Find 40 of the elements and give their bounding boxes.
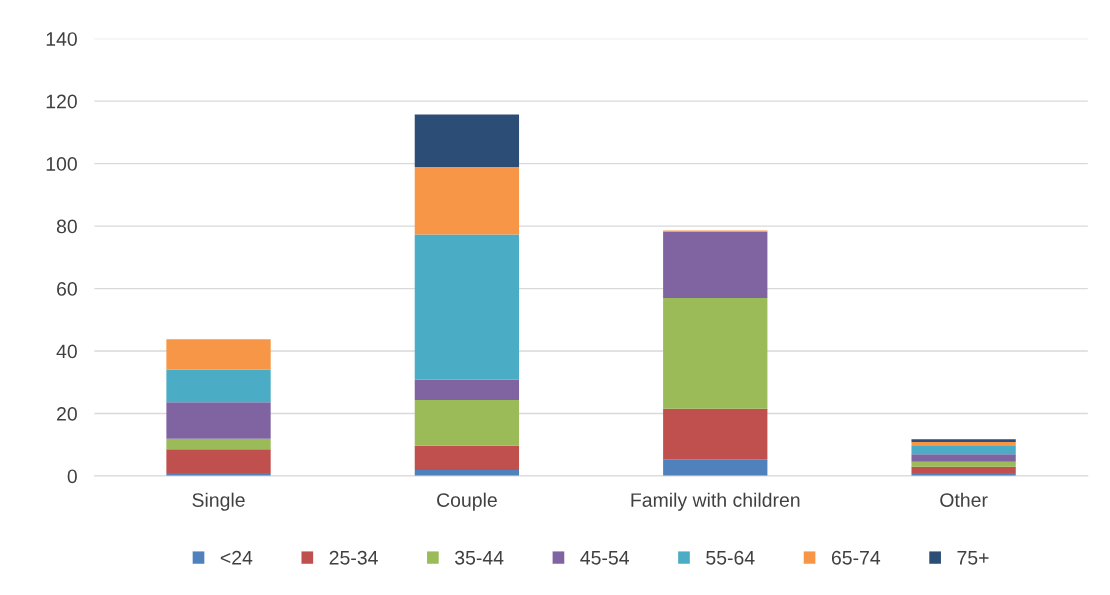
bar [414, 400, 520, 446]
bar [911, 446, 1016, 455]
bar [414, 234, 520, 380]
bar [911, 454, 1016, 462]
y-tick-label: 40 [56, 344, 77, 359]
y-tick-label: 80 [56, 219, 77, 234]
legend-label: 45-54 [580, 551, 629, 565]
bar [911, 439, 1016, 442]
x-tick-label: Family with children [631, 492, 800, 511]
y-tick-label: 140 [46, 32, 77, 46]
bar [663, 459, 768, 476]
x-tick-label: Other [940, 492, 988, 507]
y-tick-label: 120 [46, 94, 77, 109]
bar [414, 114, 520, 168]
legend-label: <24 [220, 550, 253, 565]
legend-label: 75+ [957, 551, 989, 565]
y-tick-label: 0 [67, 469, 77, 484]
bar [166, 369, 271, 403]
legend-label: 35-44 [455, 550, 504, 565]
y-tick-label: 100 [46, 157, 77, 171]
legend-label: 55-64 [706, 550, 755, 565]
bar [911, 441, 1016, 447]
legend-label: 65-74 [831, 550, 881, 565]
bar [166, 449, 271, 473]
y-tick-label: 60 [57, 282, 77, 296]
bar [663, 408, 768, 460]
bar [663, 231, 768, 298]
x-tick-label: Single [192, 492, 245, 511]
legend-label: 25-34 [329, 550, 378, 565]
bar [166, 402, 271, 439]
bar [414, 167, 520, 235]
bar [911, 461, 1016, 467]
bar [663, 297, 768, 409]
bar [166, 339, 271, 370]
y-tick-label: 20 [57, 406, 77, 421]
x-tick-label: Couple [437, 492, 497, 511]
bar [911, 466, 1016, 473]
bar [414, 445, 520, 471]
bar [166, 438, 271, 450]
bar [414, 379, 520, 401]
